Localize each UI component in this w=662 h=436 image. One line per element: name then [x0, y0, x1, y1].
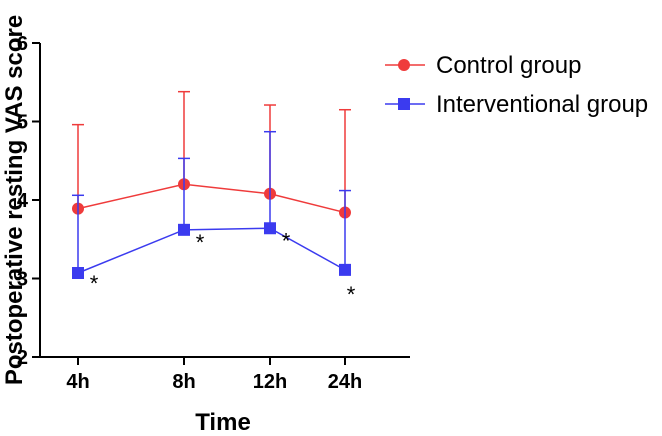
- chart-legend: Control group Interventional group: [385, 52, 648, 118]
- data-point-square: [339, 263, 351, 276]
- legend-marker-circle: [398, 59, 410, 71]
- x-tick-label: 4h: [66, 371, 89, 393]
- data-point-square: [72, 267, 84, 280]
- series-line: [77, 227, 346, 274]
- y-tick-label: 5: [17, 112, 28, 134]
- chart-series-layer: [72, 90, 351, 280]
- legend-item: Interventional group: [385, 91, 648, 118]
- x-tick-label: 8h: [172, 371, 195, 393]
- significance-marker: *: [90, 271, 99, 296]
- legend-label: Interventional group: [436, 91, 648, 118]
- data-point-square: [178, 223, 190, 236]
- legend-marker-square: [398, 98, 410, 110]
- x-tick-label: 12h: [253, 371, 287, 393]
- significance-marker: *: [347, 282, 356, 307]
- series-line: [77, 183, 346, 214]
- y-axis-title: Postoperative resting VAS score: [1, 15, 28, 385]
- data-point-square: [264, 222, 276, 235]
- y-tick-label: 2: [17, 347, 28, 369]
- significance-marker: *: [196, 230, 205, 255]
- x-axis-title: Time: [195, 409, 251, 436]
- y-tick-label: 4: [17, 190, 29, 212]
- series-control: [72, 90, 351, 219]
- chart-annotations: * * * *: [90, 228, 356, 307]
- y-tick-label: 6: [17, 33, 28, 55]
- legend-item: Control group: [385, 52, 581, 79]
- chart-axes: 2 3 4 5 6 4h 8h 12h 24h: [17, 33, 410, 393]
- significance-marker: *: [282, 228, 291, 253]
- series-interventional: [72, 130, 351, 280]
- legend-label: Control group: [436, 52, 581, 79]
- y-tick-label: 3: [17, 269, 28, 291]
- x-tick-label: 24h: [328, 371, 362, 393]
